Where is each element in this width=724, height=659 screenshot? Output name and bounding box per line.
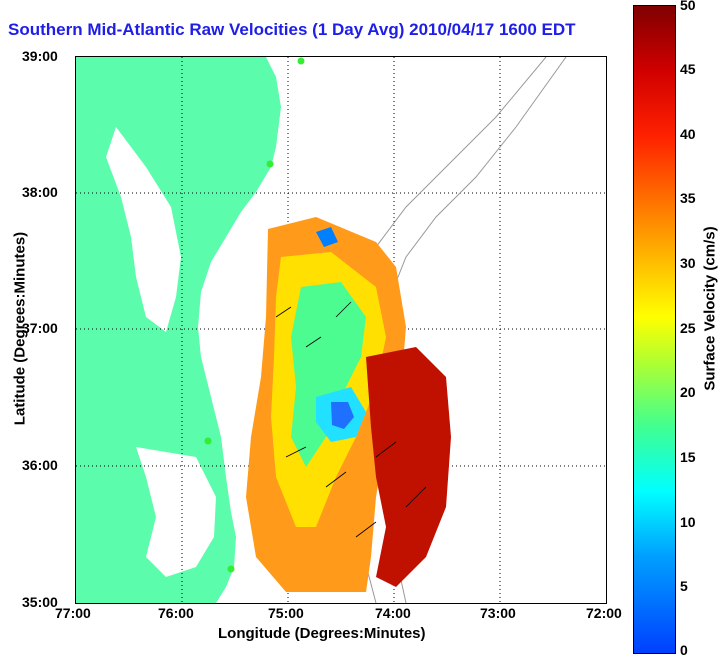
colorbar-tick: 15	[680, 449, 696, 465]
colorbar-tick: 45	[680, 61, 696, 77]
colorbar	[633, 5, 676, 654]
station-marker	[266, 160, 274, 168]
colorbar-tick: 35	[680, 190, 696, 206]
map-plot-area	[75, 56, 607, 604]
x-tick: 77:00	[55, 605, 91, 621]
y-tick: 38:00	[22, 184, 58, 200]
y-tick: 39:00	[22, 48, 58, 64]
x-tick: 73:00	[480, 605, 516, 621]
colorbar-tick: 50	[680, 0, 696, 13]
colorbar-tick: 30	[680, 255, 696, 271]
colorbar-label: Surface Velocity (cm/s)	[701, 226, 719, 391]
y-tick: 36:00	[22, 457, 58, 473]
map-title: Southern Mid-Atlantic Raw Velocities (1 …	[8, 20, 576, 39]
x-tick: 74:00	[375, 605, 411, 621]
x-tick: 76:00	[158, 605, 194, 621]
x-tick: 72:00	[586, 605, 622, 621]
y-tick: 37:00	[22, 320, 58, 336]
colorbar-tick: 5	[680, 578, 688, 594]
bay-water	[106, 127, 181, 332]
colorbar-tick: 25	[680, 320, 696, 336]
y-axis-label: Latitude (Degrees:Minutes)	[11, 231, 29, 426]
velocity-field	[246, 217, 451, 592]
colorbar-tick: 0	[680, 642, 688, 658]
x-tick: 75:00	[268, 605, 304, 621]
sound-water	[136, 447, 216, 577]
station-marker	[297, 57, 305, 65]
station-marker	[227, 565, 235, 573]
station-marker	[204, 437, 212, 445]
x-axis-label: Longitude (Degrees:Minutes)	[218, 625, 426, 642]
velocity-arrows	[275, 301, 427, 538]
colorbar-tick: 20	[680, 384, 696, 400]
map-canvas	[76, 57, 606, 603]
y-tick: 35:00	[22, 594, 58, 610]
colorbar-tick: 10	[680, 514, 696, 530]
colorbar-tick: 40	[680, 126, 696, 142]
